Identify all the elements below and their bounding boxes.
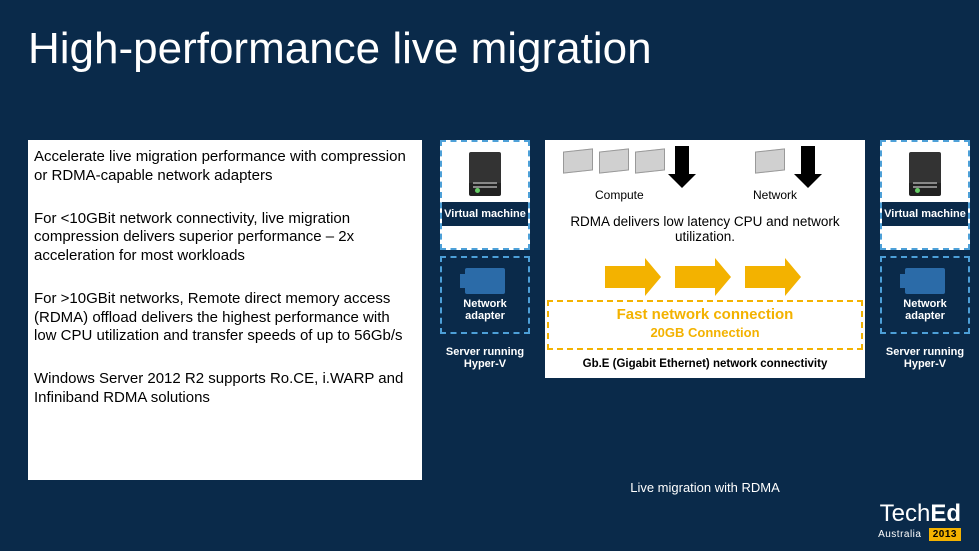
diagram-caption: Live migration with RDMA — [545, 480, 865, 495]
slide-title: High-performance live migration — [28, 24, 652, 74]
rdma-description: RDMA delivers low latency CPU and networ… — [545, 206, 865, 256]
brand-year: 2013 — [929, 528, 961, 541]
nic-chip-icon — [755, 148, 785, 173]
computer-tower-icon — [909, 152, 941, 196]
cpu-chip-icon — [599, 148, 629, 173]
cpu-network-row: Compute Network — [545, 140, 865, 206]
brand-subline: Australia 2013 — [878, 528, 961, 541]
connection-speed-label: 20GB Connection — [549, 325, 861, 340]
vm-label-right: Virtual machine — [882, 202, 968, 226]
paragraph-1: Accelerate live migration performance wi… — [34, 148, 414, 186]
nic-label-right: Network adapter — [884, 298, 966, 322]
server-column-left: Virtual machine Network adapter Server r… — [440, 140, 530, 376]
paragraph-4: Windows Server 2012 R2 supports Ro.CE, i… — [34, 370, 414, 408]
arrow-right-icon — [605, 266, 645, 288]
nic-box-right: Network adapter — [880, 256, 970, 334]
computer-tower-icon — [469, 152, 501, 196]
brand-region: Australia — [878, 529, 921, 540]
cpu-chip-icon — [563, 148, 593, 173]
vm-box-right: Virtual machine — [880, 140, 970, 250]
network-adapter-icon — [465, 268, 505, 294]
server-column-right: Virtual machine Network adapter Server r… — [880, 140, 970, 376]
transfer-arrows-row — [545, 256, 865, 300]
server-label-left: Server running Hyper-V — [440, 340, 530, 376]
left-column: Accelerate live migration performance wi… — [34, 148, 414, 432]
arrow-right-icon — [745, 266, 785, 288]
arrow-down-icon — [801, 146, 815, 174]
network-adapter-icon — [905, 268, 945, 294]
fast-network-label: Fast network connection — [549, 306, 861, 323]
vm-label-left: Virtual machine — [442, 202, 528, 226]
arrow-down-icon — [675, 146, 689, 174]
paragraph-2: For <10GBit network connectivity, live m… — [34, 210, 414, 266]
cpu-chip-icon — [635, 148, 665, 173]
brand-light: Tech — [880, 500, 931, 527]
brand-text: TechEd — [878, 500, 961, 528]
gbe-footnote: Gb.E (Gigabit Ethernet) network connecti… — [545, 350, 865, 378]
compute-label: Compute — [595, 188, 644, 202]
paragraph-3: For >10GBit networks, Remote direct memo… — [34, 290, 414, 346]
network-label: Network — [753, 188, 797, 202]
server-label-right: Server running Hyper-V — [880, 340, 970, 376]
nic-label-left: Network adapter — [444, 298, 526, 322]
arrow-right-icon — [675, 266, 715, 288]
brand-bold: Ed — [930, 500, 961, 527]
fast-network-box: Fast network connection 20GB Connection — [547, 300, 863, 350]
teched-logo: TechEd Australia 2013 — [878, 500, 961, 541]
vm-box-left: Virtual machine — [440, 140, 530, 250]
center-diagram: Compute Network RDMA delivers low latenc… — [545, 140, 865, 378]
nic-box-left: Network adapter — [440, 256, 530, 334]
